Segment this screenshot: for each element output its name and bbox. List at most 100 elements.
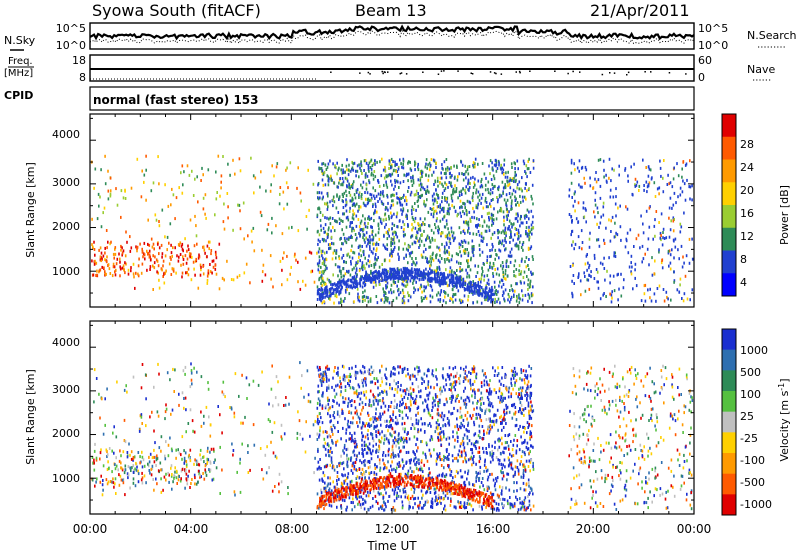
range-cell bbox=[138, 429, 141, 433]
range-cell bbox=[513, 402, 516, 406]
range-cell bbox=[177, 478, 180, 482]
range-cell bbox=[153, 455, 155, 459]
range-cell bbox=[464, 206, 466, 210]
range-cell bbox=[677, 174, 680, 178]
range-cell bbox=[156, 454, 158, 458]
range-cell bbox=[342, 212, 344, 216]
range-cell bbox=[587, 261, 589, 265]
range-cell bbox=[118, 459, 121, 463]
range-cell bbox=[486, 261, 488, 264]
range-cell bbox=[660, 261, 663, 265]
range-cell bbox=[352, 450, 354, 454]
range-cell bbox=[413, 427, 416, 431]
range-cell bbox=[396, 201, 399, 205]
range-cell bbox=[473, 216, 476, 220]
range-cell bbox=[389, 386, 391, 390]
range-cell bbox=[344, 297, 346, 300]
range-cell bbox=[277, 380, 279, 384]
range-cell bbox=[609, 239, 612, 243]
range-cell bbox=[205, 473, 208, 477]
range-cell bbox=[434, 430, 437, 434]
range-cell bbox=[181, 164, 184, 168]
range-cell bbox=[349, 199, 352, 203]
range-cell bbox=[325, 288, 328, 292]
range-cell bbox=[516, 212, 519, 216]
range-cell bbox=[130, 457, 133, 461]
range-cell bbox=[530, 272, 533, 276]
range-cell bbox=[325, 239, 327, 243]
range-cell bbox=[391, 199, 393, 203]
range-cell bbox=[616, 273, 619, 277]
nave-point bbox=[422, 71, 424, 73]
range-cell bbox=[488, 289, 490, 293]
range-cell bbox=[332, 204, 334, 208]
range-cell bbox=[166, 248, 168, 252]
range-cell bbox=[466, 429, 469, 433]
range-cell bbox=[614, 221, 616, 225]
range-cell bbox=[445, 383, 448, 387]
range-cell bbox=[387, 270, 389, 273]
range-cell bbox=[462, 173, 465, 176]
range-cell bbox=[127, 272, 130, 276]
range-cell bbox=[470, 383, 472, 387]
range-cell bbox=[157, 242, 159, 246]
range-cell bbox=[320, 191, 323, 195]
range-cell bbox=[343, 446, 346, 450]
range-cell bbox=[210, 252, 212, 256]
range-cell bbox=[340, 297, 342, 301]
range-cell bbox=[178, 255, 180, 259]
range-cell bbox=[271, 231, 273, 235]
power-ytick-3000: 3000 bbox=[52, 176, 80, 189]
range-cell bbox=[360, 197, 363, 201]
range-cell bbox=[150, 189, 153, 193]
range-cell bbox=[137, 480, 140, 484]
range-cell bbox=[405, 213, 408, 217]
range-cell bbox=[513, 161, 516, 165]
range-cell bbox=[380, 273, 383, 277]
range-cell bbox=[489, 427, 492, 431]
range-cell bbox=[219, 492, 221, 495]
range-cell bbox=[160, 477, 162, 481]
range-cell bbox=[477, 264, 480, 268]
range-cell bbox=[368, 181, 371, 185]
range-cell bbox=[425, 162, 427, 166]
range-cell bbox=[390, 165, 393, 169]
range-cell bbox=[356, 236, 358, 240]
range-cell bbox=[461, 163, 464, 167]
range-cell bbox=[341, 163, 343, 167]
range-cell bbox=[124, 464, 127, 468]
range-cell bbox=[340, 280, 343, 284]
range-cell bbox=[444, 181, 446, 185]
range-cell bbox=[509, 195, 512, 199]
range-cell bbox=[517, 410, 520, 414]
range-cell bbox=[478, 277, 481, 281]
range-cell bbox=[497, 458, 499, 462]
range-cell bbox=[107, 240, 109, 244]
range-cell bbox=[385, 217, 387, 221]
range-cell bbox=[433, 491, 436, 495]
range-cell bbox=[527, 248, 530, 251]
range-cell bbox=[393, 223, 396, 227]
nave-point bbox=[470, 72, 472, 74]
range-cell bbox=[327, 194, 329, 198]
range-cell bbox=[513, 222, 515, 226]
range-cell bbox=[175, 196, 178, 200]
range-cell bbox=[486, 295, 489, 299]
range-cell bbox=[379, 197, 381, 201]
range-cell bbox=[383, 278, 386, 282]
range-cell bbox=[681, 297, 683, 300]
range-cell bbox=[630, 272, 633, 276]
range-cell bbox=[503, 244, 505, 248]
range-cell bbox=[384, 207, 387, 211]
range-cell bbox=[329, 200, 331, 204]
range-cell bbox=[329, 243, 331, 246]
range-cell bbox=[386, 243, 388, 247]
range-cell bbox=[386, 195, 389, 199]
range-cell bbox=[105, 229, 108, 232]
range-cell bbox=[349, 186, 351, 190]
range-cell bbox=[93, 400, 95, 404]
range-cell bbox=[439, 176, 442, 180]
range-cell bbox=[457, 281, 459, 285]
range-cell bbox=[180, 477, 182, 481]
range-cell bbox=[382, 287, 384, 291]
